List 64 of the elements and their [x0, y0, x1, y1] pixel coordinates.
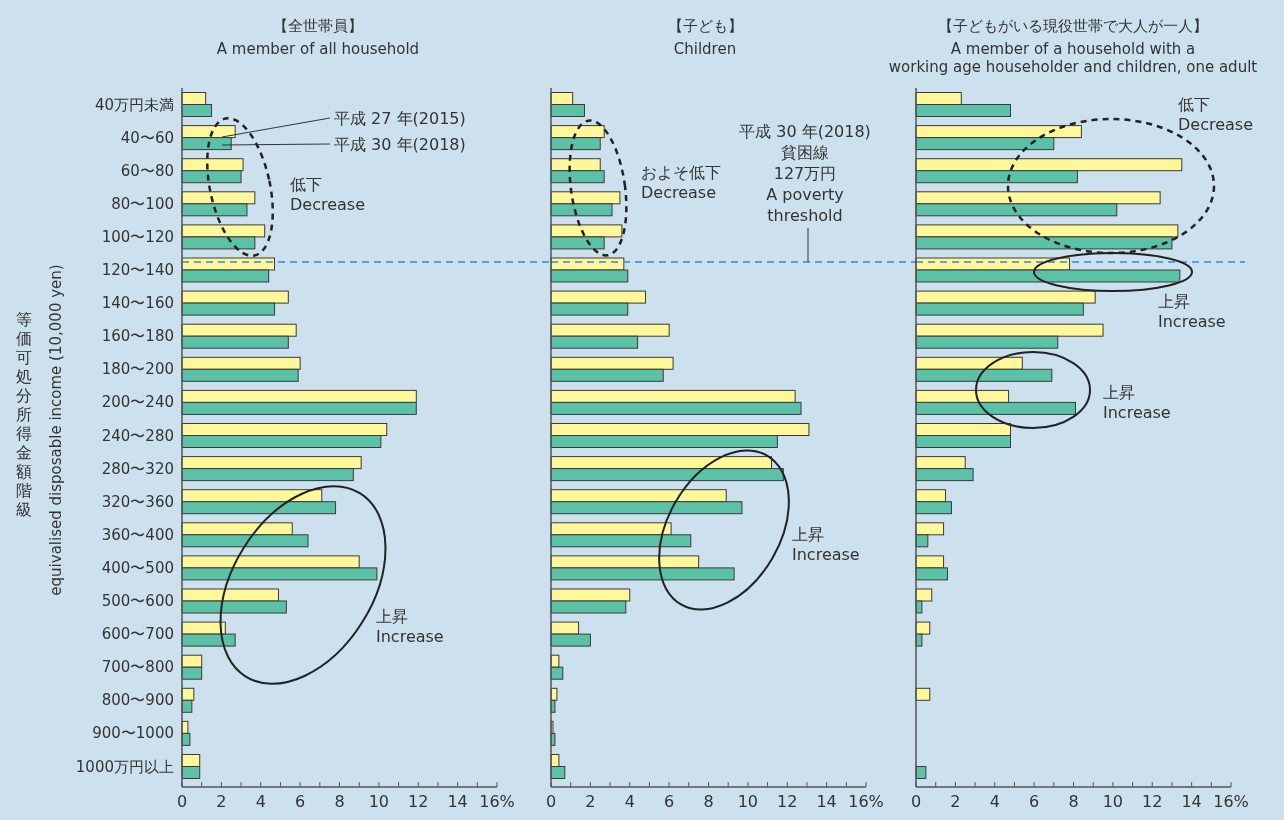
x-tick-label: 12 — [777, 792, 798, 811]
text: 平成 30 年(2018) — [334, 135, 466, 154]
y-tick-label: 400〜500 — [101, 558, 174, 577]
y-tick-label: 160〜180 — [101, 327, 174, 346]
x-tick-label: 8 — [334, 792, 345, 811]
annotation: 低下 Decrease — [290, 175, 366, 214]
y-tick-label: 180〜200 — [101, 360, 174, 379]
annotation: 上昇 Increase — [1158, 292, 1226, 331]
y-tick-label: 360〜400 — [101, 525, 174, 544]
x-tick-label: 10 — [1102, 792, 1124, 811]
chart-title: 【全世帯員】 — [273, 17, 363, 35]
y-tick-label: 200〜240 — [101, 393, 174, 412]
x-tick-label: 14 — [1181, 792, 1202, 811]
x-tick-label: 8 — [1068, 792, 1079, 811]
chart-subtitle: A member of a household with a working age householder and children, one adult — [888, 40, 1258, 76]
chart-title: 【子ども】 — [667, 17, 743, 35]
x-tick-label: 0 — [910, 792, 922, 811]
x-tick-label: 6 — [295, 792, 306, 811]
x-tick-label: 16% — [848, 792, 884, 811]
annotation: 上昇 Increase — [1103, 383, 1171, 422]
chart-subtitle: Children — [673, 40, 737, 58]
x-tick-label: 0 — [176, 792, 188, 811]
y-tick-label: 40万円未満 — [94, 95, 174, 114]
chart-subtitle: A member of all household — [216, 40, 420, 58]
x-tick-label: 4 — [989, 792, 1000, 811]
x-tick-label: 4 — [624, 792, 635, 811]
y-tick-label: 500〜600 — [101, 592, 174, 610]
x-tick-label: 12 — [408, 792, 429, 811]
annotation: 上昇 Increase — [376, 607, 444, 646]
x-tick-label: 0 — [545, 792, 557, 811]
x-tick-label: 8 — [703, 792, 714, 811]
y-tick-label: 600〜700 — [101, 625, 174, 644]
x-tick-label: 2 — [216, 792, 227, 811]
y-tick-label: 80〜100 — [111, 194, 174, 213]
x-tick-label: 16% — [479, 792, 515, 811]
text: 平成 27 年(2015) — [334, 109, 466, 128]
x-tick-label: 10 — [737, 792, 759, 811]
x-tick-label: 16% — [1213, 792, 1249, 811]
annotation: 上昇 Increase — [792, 525, 860, 564]
annotation: およそ低下 Decrease — [641, 163, 721, 202]
x-tick-label: 14 — [816, 792, 837, 811]
y-tick-label: 120〜140 — [101, 261, 174, 279]
chart-title: 【子どもがいる現役世帯で大人が一人】 — [938, 17, 1208, 35]
y-tick-label: 700〜800 — [101, 658, 174, 677]
x-tick-label: 14 — [447, 792, 468, 811]
y-tick-label: 1000万円以上 — [75, 757, 174, 776]
y-tick-label: 140〜160 — [101, 294, 174, 313]
x-tick-label: 6 — [664, 792, 675, 811]
x-tick-label: 2 — [585, 792, 596, 811]
x-tick-label: 4 — [255, 792, 266, 811]
y-tick-label: 280〜320 — [101, 459, 174, 478]
y-tick-label: 240〜280 — [101, 426, 174, 445]
x-tick-label: 12 — [1142, 792, 1163, 811]
annotation: 低下 Decrease — [1178, 95, 1254, 134]
y-tick-label: 800〜900 — [101, 691, 174, 710]
x-tick-label: 6 — [1029, 792, 1040, 811]
y-tick-label: 100〜120 — [101, 227, 174, 246]
x-tick-label: 2 — [950, 792, 961, 811]
y-tick-label: 40〜60 — [120, 128, 174, 147]
x-tick-label: 10 — [368, 792, 390, 811]
y-tick-label: 60〜80 — [120, 161, 174, 180]
y-tick-label: 900〜1000 — [92, 724, 174, 743]
y-tick-label: 320〜360 — [101, 492, 174, 511]
ref-line-label: 平成 30 年(2018) 貧困線 127万円 A poverty threshold — [739, 122, 871, 225]
